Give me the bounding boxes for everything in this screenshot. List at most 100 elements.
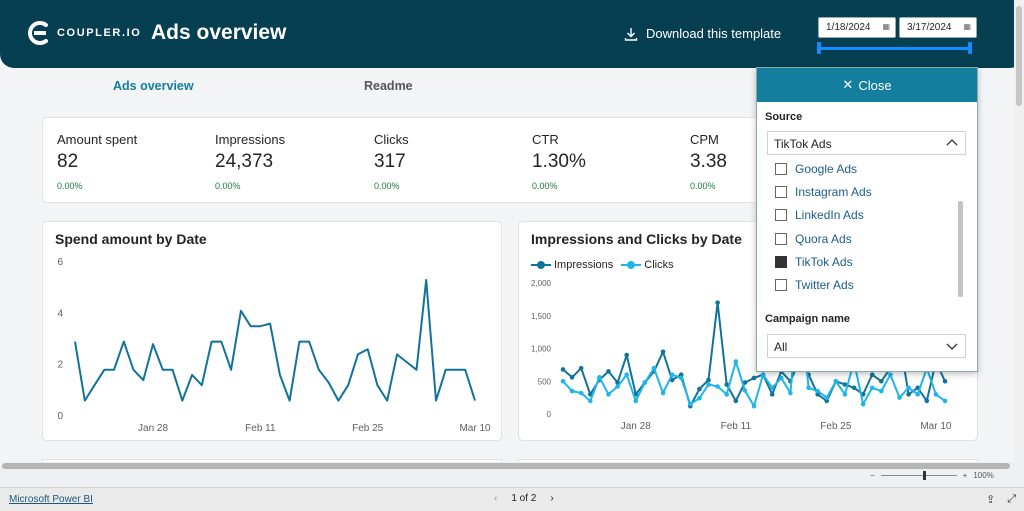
data-point-impressions[interactable] <box>678 372 684 377</box>
checkbox-checked[interactable] <box>775 256 787 268</box>
data-point-clicks[interactable] <box>724 392 730 397</box>
zoom-slider[interactable] <box>880 471 957 480</box>
data-point-clicks[interactable] <box>760 372 766 377</box>
checkbox[interactable] <box>775 163 787 175</box>
data-point-clicks[interactable] <box>633 398 639 404</box>
tab-ads-overview[interactable]: Ads overview <box>113 79 194 93</box>
data-point-impressions[interactable] <box>824 398 830 404</box>
source-option-instagram-ads[interactable]: Instagram Ads <box>775 185 872 199</box>
source-option-linkedin-ads[interactable]: LinkedIn Ads <box>775 208 864 222</box>
data-point-impressions[interactable] <box>924 398 930 404</box>
fullscreen-icon[interactable]: ⤢ <box>1007 493 1016 505</box>
checkbox[interactable] <box>775 233 787 245</box>
data-point-clicks[interactable] <box>888 372 893 377</box>
date-range-slider[interactable] <box>819 47 971 50</box>
data-point-clicks[interactable] <box>688 401 693 407</box>
data-point-impressions[interactable] <box>942 378 948 384</box>
source-option-twitter-ads[interactable]: Twitter Ads <box>775 278 854 292</box>
data-point-clicks[interactable] <box>651 365 657 371</box>
data-point-clicks[interactable] <box>915 392 921 397</box>
legend-item-clicks[interactable]: Clicks <box>621 259 674 271</box>
zoom-out-button[interactable]: − <box>870 471 875 480</box>
data-point-clicks[interactable] <box>769 385 775 391</box>
data-point-impressions[interactable] <box>715 300 720 305</box>
data-point-impressions[interactable] <box>879 378 884 384</box>
data-point-clicks[interactable] <box>642 380 648 385</box>
zoom-knob[interactable] <box>922 471 926 480</box>
horizontal-scrollbar[interactable] <box>0 462 1014 470</box>
data-point-clicks[interactable] <box>778 375 784 381</box>
data-point-clicks[interactable] <box>678 375 684 381</box>
data-point-impressions[interactable] <box>560 367 566 372</box>
source-option-google-ads[interactable]: Google Ads <box>775 162 857 176</box>
date-slider-end-handle[interactable] <box>968 42 972 54</box>
data-point-impressions[interactable] <box>851 385 857 391</box>
start-date-input[interactable]: 1/18/2024 ▦ <box>818 17 896 38</box>
data-point-clicks[interactable] <box>788 390 793 396</box>
data-point-clicks[interactable] <box>606 392 611 397</box>
next-page-icon[interactable]: › <box>550 493 554 504</box>
data-point-impressions[interactable] <box>906 392 911 397</box>
end-date-input[interactable]: 3/17/2024 ▦ <box>899 17 977 38</box>
source-dropdown[interactable]: TikTok Ads <box>767 131 966 155</box>
date-slider-start-handle[interactable] <box>817 42 821 54</box>
scroll-thumb[interactable] <box>2 463 1010 469</box>
data-point-clicks[interactable] <box>560 378 566 384</box>
data-point-clicks[interactable] <box>569 388 575 394</box>
data-point-impressions[interactable] <box>751 375 757 381</box>
calendar-icon[interactable]: ▦ <box>963 22 971 31</box>
data-point-clicks[interactable] <box>906 385 911 391</box>
data-point-clicks[interactable] <box>697 395 702 401</box>
legend-item-impressions[interactable]: Impressions <box>531 259 613 271</box>
tab-readme[interactable]: Readme <box>364 79 413 93</box>
data-point-impressions[interactable] <box>842 382 848 387</box>
data-point-clicks[interactable] <box>860 401 866 407</box>
series-line-spend[interactable] <box>74 279 476 402</box>
data-point-impressions[interactable] <box>724 382 730 387</box>
data-point-clicks[interactable] <box>733 359 739 364</box>
vertical-scrollbar[interactable] <box>1014 0 1024 462</box>
data-point-impressions[interactable] <box>578 365 584 371</box>
prev-page-icon[interactable]: ‹ <box>494 493 498 504</box>
data-point-clicks[interactable] <box>879 388 884 394</box>
data-point-impressions[interactable] <box>706 377 711 383</box>
data-point-clicks[interactable] <box>706 382 711 387</box>
data-point-clicks[interactable] <box>824 395 830 400</box>
source-option-quora-ads[interactable]: Quora Ads <box>775 232 852 246</box>
checkbox[interactable] <box>775 209 787 221</box>
campaign-dropdown[interactable]: All <box>767 334 966 358</box>
data-point-clicks[interactable] <box>660 390 666 396</box>
data-point-clicks[interactable] <box>869 385 875 391</box>
data-point-clicks[interactable] <box>842 392 848 397</box>
data-point-clicks[interactable] <box>587 398 593 404</box>
source-option-tiktok-ads[interactable]: TikTok Ads <box>775 255 853 269</box>
data-point-clicks[interactable] <box>615 384 620 389</box>
data-point-clicks[interactable] <box>806 385 811 391</box>
data-point-impressions[interactable] <box>733 398 739 404</box>
data-point-clicks[interactable] <box>815 388 820 394</box>
option-list-scrollbar[interactable] <box>958 201 963 297</box>
data-point-clicks[interactable] <box>942 398 948 404</box>
checkbox[interactable] <box>775 186 787 198</box>
data-point-impressions[interactable] <box>815 392 820 397</box>
data-point-clicks[interactable] <box>833 378 839 384</box>
close-button[interactable]: ✕ Close <box>757 68 977 102</box>
powerbi-link[interactable]: Microsoft Power BI <box>9 494 93 505</box>
data-point-clicks[interactable] <box>624 372 629 377</box>
data-point-clicks[interactable] <box>933 392 939 397</box>
data-point-impressions[interactable] <box>769 392 775 397</box>
scroll-thumb[interactable] <box>1016 6 1022 106</box>
checkbox[interactable] <box>775 279 787 291</box>
zoom-in-button[interactable]: + <box>962 471 968 480</box>
data-point-impressions[interactable] <box>697 386 702 392</box>
data-point-impressions[interactable] <box>660 349 666 355</box>
data-point-clicks[interactable] <box>669 372 675 377</box>
data-point-clicks[interactable] <box>742 388 748 393</box>
data-point-impressions[interactable] <box>569 375 575 380</box>
data-point-impressions[interactable] <box>606 369 611 374</box>
calendar-icon[interactable]: ▦ <box>882 22 890 31</box>
data-point-clicks[interactable] <box>751 403 757 409</box>
data-point-impressions[interactable] <box>624 352 629 358</box>
data-point-clicks[interactable] <box>897 395 902 400</box>
data-point-impressions[interactable] <box>869 372 875 377</box>
